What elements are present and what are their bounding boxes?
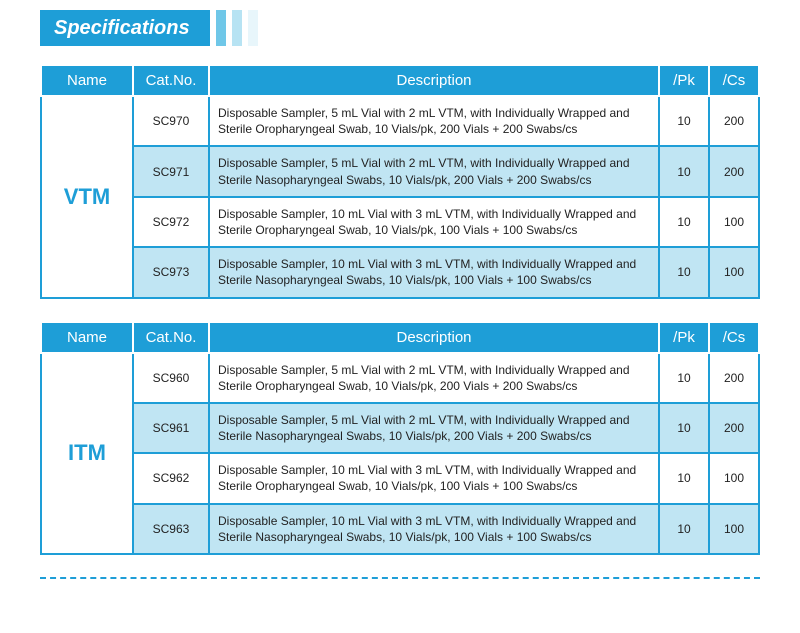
- cell-cs: 100: [709, 504, 759, 554]
- col-pk: /Pk: [659, 322, 709, 353]
- spec-table: NameCat.No.Description/Pk/CsITMSC960Disp…: [40, 321, 760, 556]
- cell-desc: Disposable Sampler, 10 mL Vial with 3 mL…: [209, 453, 659, 503]
- spec-bar-2: [232, 10, 242, 46]
- spec-bar-1: [216, 10, 226, 46]
- cell-desc: Disposable Sampler, 5 mL Vial with 2 mL …: [209, 353, 659, 403]
- cell-pk: 10: [659, 146, 709, 196]
- table-row: SC973Disposable Sampler, 10 mL Vial with…: [41, 247, 759, 297]
- table-row: VTMSC970Disposable Sampler, 5 mL Vial wi…: [41, 96, 759, 146]
- cell-desc: Disposable Sampler, 10 mL Vial with 3 mL…: [209, 247, 659, 297]
- table-row: SC972Disposable Sampler, 10 mL Vial with…: [41, 197, 759, 247]
- group-name: VTM: [41, 96, 133, 298]
- cell-cs: 200: [709, 353, 759, 403]
- cell-pk: 10: [659, 96, 709, 146]
- spec-table: NameCat.No.Description/Pk/CsVTMSC970Disp…: [40, 64, 760, 299]
- spec-bar-3: [248, 10, 258, 46]
- table-row: SC961Disposable Sampler, 5 mL Vial with …: [41, 403, 759, 453]
- cell-cs: 100: [709, 247, 759, 297]
- table-row: ITMSC960Disposable Sampler, 5 mL Vial wi…: [41, 353, 759, 403]
- spec-header: Specifications: [40, 10, 800, 46]
- cell-desc: Disposable Sampler, 5 mL Vial with 2 mL …: [209, 146, 659, 196]
- cell-desc: Disposable Sampler, 10 mL Vial with 3 mL…: [209, 197, 659, 247]
- col-pk: /Pk: [659, 65, 709, 96]
- cell-cs: 200: [709, 96, 759, 146]
- table-row: SC962Disposable Sampler, 10 mL Vial with…: [41, 453, 759, 503]
- cell-cat: SC973: [133, 247, 209, 297]
- cell-pk: 10: [659, 403, 709, 453]
- cell-cat: SC960: [133, 353, 209, 403]
- cell-cs: 100: [709, 453, 759, 503]
- table-row: SC963Disposable Sampler, 10 mL Vial with…: [41, 504, 759, 554]
- cell-cs: 100: [709, 197, 759, 247]
- tables-container: NameCat.No.Description/Pk/CsVTMSC970Disp…: [0, 64, 800, 555]
- cell-cat: SC972: [133, 197, 209, 247]
- col-cat: Cat.No.: [133, 322, 209, 353]
- cell-desc: Disposable Sampler, 10 mL Vial with 3 mL…: [209, 504, 659, 554]
- col-desc: Description: [209, 322, 659, 353]
- col-name: Name: [41, 322, 133, 353]
- col-cat: Cat.No.: [133, 65, 209, 96]
- cell-cs: 200: [709, 146, 759, 196]
- cell-cat: SC963: [133, 504, 209, 554]
- cell-cs: 200: [709, 403, 759, 453]
- cell-pk: 10: [659, 453, 709, 503]
- col-cs: /Cs: [709, 322, 759, 353]
- cell-desc: Disposable Sampler, 5 mL Vial with 2 mL …: [209, 96, 659, 146]
- cell-cat: SC962: [133, 453, 209, 503]
- dashed-divider: [40, 577, 760, 579]
- cell-pk: 10: [659, 353, 709, 403]
- col-desc: Description: [209, 65, 659, 96]
- table-row: SC971Disposable Sampler, 5 mL Vial with …: [41, 146, 759, 196]
- col-name: Name: [41, 65, 133, 96]
- cell-cat: SC961: [133, 403, 209, 453]
- cell-cat: SC970: [133, 96, 209, 146]
- spec-title: Specifications: [40, 10, 210, 46]
- col-cs: /Cs: [709, 65, 759, 96]
- group-name: ITM: [41, 353, 133, 555]
- cell-desc: Disposable Sampler, 5 mL Vial with 2 mL …: [209, 403, 659, 453]
- cell-pk: 10: [659, 197, 709, 247]
- cell-pk: 10: [659, 504, 709, 554]
- cell-cat: SC971: [133, 146, 209, 196]
- cell-pk: 10: [659, 247, 709, 297]
